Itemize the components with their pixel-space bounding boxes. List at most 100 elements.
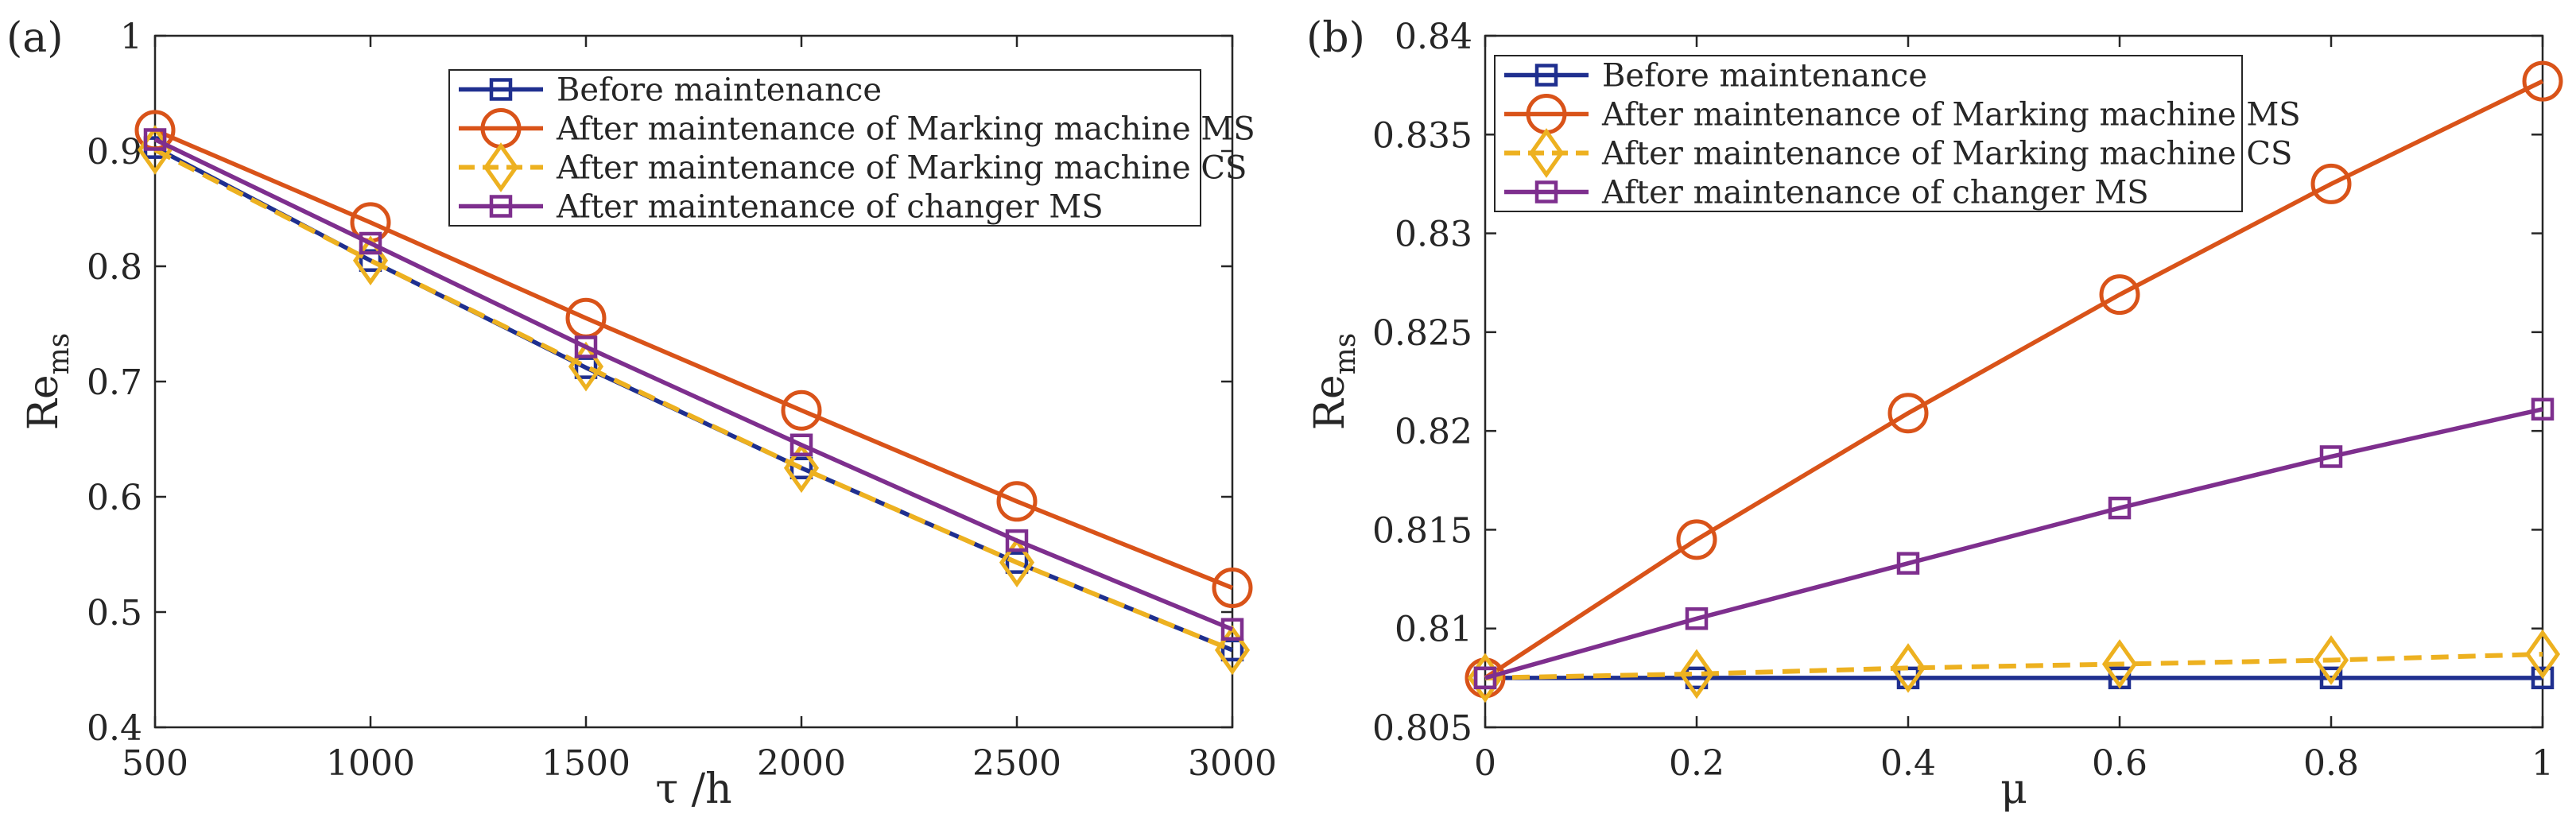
y-tick-label: 0.815 [1372, 510, 1472, 551]
y-tick-label: 0.83 [1395, 215, 1472, 255]
y-tick-label: 1 [120, 17, 142, 57]
y-axis-label: Rems [20, 333, 76, 431]
series-4 [143, 128, 1244, 641]
data-point [568, 341, 604, 392]
x-tick-label: 0 [1474, 743, 1496, 784]
data-point [2319, 445, 2343, 468]
chart-panel-1: 500 1000 1500 2000 2500 3000 0.4 0.5 0.6 0.7 0.8 0.… [6, 14, 1277, 813]
legend-box [448, 69, 1201, 227]
data-point [2099, 274, 2140, 316]
x-tick-label: 1000 [326, 743, 415, 784]
y-tick-label: 0.84 [1395, 17, 1472, 57]
data-point [999, 537, 1035, 587]
y-tick-label: 0.5 [87, 593, 142, 634]
data-point [1214, 625, 1251, 676]
x-tick-label: 500 [122, 743, 188, 784]
y-tick-label: 0.805 [1372, 708, 1472, 749]
y-tick-label: 0.82 [1395, 412, 1472, 452]
series-1 [1473, 666, 2555, 690]
x-tick-label: 2000 [757, 743, 846, 784]
x-tick-label: 0.4 [1880, 743, 1936, 784]
data-point [1676, 519, 1717, 560]
data-point [1212, 568, 1253, 609]
legend-swatch-marker [483, 142, 519, 192]
y-axis-label-subscript: ms [43, 333, 76, 375]
data-point [2108, 496, 2132, 520]
legend-box [1494, 55, 2243, 212]
chart-panel-2: 0 0.2 0.4 0.6 0.8 10.8050.810.8150.820.8250.8… [1306, 14, 2563, 813]
y-tick-label: 0.6 [87, 478, 142, 518]
legend-label: After maintenance of Marking machine MS [1601, 97, 2301, 134]
x-tick-label: 1500 [541, 743, 630, 784]
data-point [2531, 666, 2555, 690]
panel-label: (b) [1306, 14, 1365, 62]
legend-swatch-marker [1528, 128, 1565, 178]
data-point [574, 335, 598, 358]
y-tick-label: 0.4 [87, 708, 142, 749]
data-point [2310, 163, 2352, 204]
x-tick-label: 1 [2531, 743, 2554, 784]
x-tick-label: 3000 [1188, 743, 1277, 784]
legend-label: After maintenance of Marking machine CS [556, 150, 1247, 187]
y-axis-label-main: Re [1306, 374, 1354, 430]
legend-swatch-marker [489, 78, 513, 101]
series-4 [1473, 397, 2555, 690]
data-point [1473, 666, 1497, 690]
legend-swatch-marker [1534, 64, 1558, 87]
data-point [2531, 397, 2555, 421]
legend-label: After maintenance of changer MS [556, 189, 1104, 226]
data-point [789, 456, 813, 479]
data-point [1005, 529, 1029, 552]
legend-entry-2: After maintenance of Marking machine MS [459, 108, 1255, 149]
data-point [1685, 666, 1709, 690]
legend-swatch-marker [489, 195, 513, 218]
legend-entry-3: After maintenance of Marking machine CS [1504, 128, 2292, 178]
series-2 [1465, 60, 2563, 699]
data-point [783, 443, 820, 494]
data-point [1890, 643, 1926, 693]
y-axis-label-subscript: ms [1329, 333, 1362, 375]
y-axis-label: Rems [1306, 333, 1362, 431]
y-tick-label: 0.8 [87, 247, 142, 288]
legend-label: Before maintenance [557, 72, 882, 109]
legend-entry-2: After maintenance of Marking machine MS [1504, 94, 2301, 134]
x-axis-label: τ /h [655, 765, 731, 813]
series-line [153, 128, 1234, 591]
data-point [2319, 666, 2343, 690]
data-point [1887, 393, 1929, 434]
data-point [789, 433, 813, 456]
data-point [1678, 649, 1715, 699]
data-point [1896, 552, 1920, 575]
series-line [1484, 407, 2543, 680]
data-point [359, 231, 382, 255]
x-tick-label: 2500 [972, 743, 1061, 784]
data-point [781, 389, 822, 431]
legend-label: After maintenance of Marking machine MS [556, 111, 1255, 148]
legend-swatch-marker [1534, 180, 1558, 203]
panel-label: (a) [6, 14, 64, 62]
legend-entry-3: After maintenance of Marking machine CS [459, 142, 1247, 192]
y-tick-label: 0.835 [1372, 115, 1472, 156]
legend-label: After maintenance of changer MS [1601, 175, 2149, 211]
series-line [1484, 652, 2543, 680]
x-axis-label: μ [2000, 765, 2027, 813]
data-point [2313, 635, 2349, 685]
data-point [1685, 607, 1709, 630]
data-point [1220, 618, 1244, 641]
y-tick-label: 0.7 [87, 362, 142, 403]
legend-entry-4: After maintenance of changer MS [1504, 175, 2149, 211]
series-line [153, 138, 1234, 632]
legend-label: Before maintenance [1602, 58, 1927, 95]
legend-entry-1: Before maintenance [459, 72, 882, 109]
series-line [1484, 79, 2544, 680]
y-tick-label: 0.81 [1395, 610, 1472, 650]
data-point [2101, 639, 2138, 689]
y-axis-label-main: Re [20, 374, 68, 430]
series-3 [1467, 629, 2561, 703]
y-tick-label: 0.825 [1372, 313, 1472, 354]
data-point [143, 128, 167, 151]
x-tick-label: 0.6 [2092, 743, 2147, 784]
